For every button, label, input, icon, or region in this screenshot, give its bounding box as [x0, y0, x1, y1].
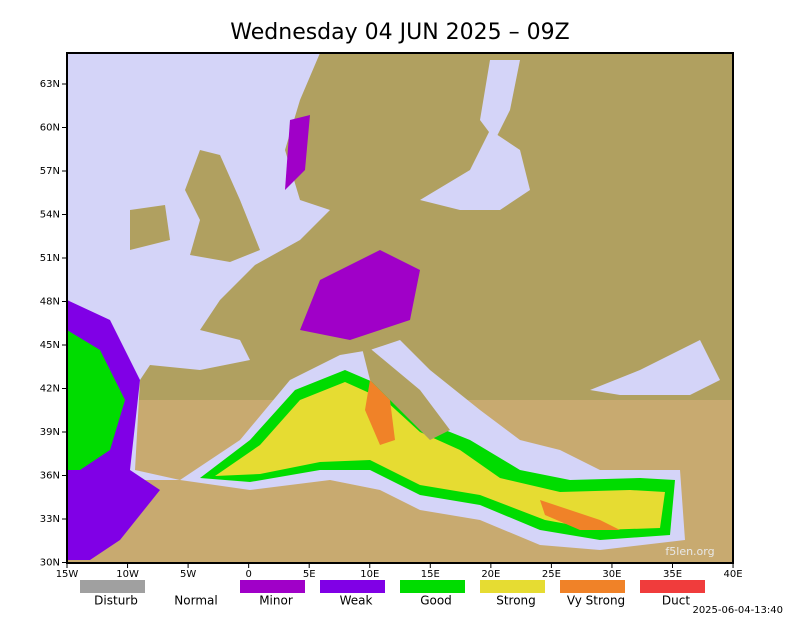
- legend-swatch: [240, 580, 305, 593]
- lon-label: 10E: [360, 569, 379, 580]
- lon-label: 0: [245, 569, 251, 580]
- ireland: [130, 205, 170, 250]
- legend-swatch: [320, 580, 385, 593]
- lat-label: 54N: [40, 210, 60, 221]
- legend-label: Strong: [496, 594, 536, 608]
- lon-label: 40E: [724, 569, 743, 580]
- legend-swatch: [640, 580, 705, 593]
- watermark: f5len.org: [665, 545, 714, 558]
- lon-label: 15E: [421, 569, 440, 580]
- lat-label: 42N: [40, 384, 60, 395]
- black-sea: [590, 340, 720, 395]
- minor-norway: [285, 115, 310, 190]
- bothnia: [480, 60, 520, 140]
- italy: [360, 340, 450, 440]
- lon-label: 35E: [663, 569, 682, 580]
- good-atlantic: [67, 330, 125, 470]
- lat-label: 33N: [40, 514, 60, 525]
- legend-swatch: [160, 580, 225, 593]
- strong-zone: [215, 382, 665, 530]
- legend-swatch: [480, 580, 545, 593]
- legend-swatch: [400, 580, 465, 593]
- lat-label: 60N: [40, 123, 60, 134]
- lon-label: 10W: [116, 569, 139, 580]
- legend-swatch: [80, 580, 145, 593]
- map-frame: [66, 52, 734, 564]
- lon-label: 5W: [180, 569, 196, 580]
- legend-swatch: [560, 580, 625, 593]
- lat-label: 45N: [40, 340, 60, 351]
- legend-label: Minor: [259, 594, 293, 608]
- legend-label: Vy Strong: [567, 594, 625, 608]
- legend-label: Disturb: [94, 594, 138, 608]
- lat-label: 63N: [40, 79, 60, 90]
- lon-label: 5E: [303, 569, 316, 580]
- minor-zone: [300, 250, 420, 340]
- lon-label: 25E: [542, 569, 561, 580]
- legend-label: Weak: [340, 594, 373, 608]
- lat-label: 51N: [40, 253, 60, 264]
- lat-label: 57N: [40, 166, 60, 177]
- lat-label: 36N: [40, 471, 60, 482]
- map: f5len.org: [66, 52, 734, 564]
- lat-label: 30N: [40, 558, 60, 569]
- lat-label: 48N: [40, 297, 60, 308]
- legend-label: Duct: [662, 594, 690, 608]
- lon-label: 30E: [602, 569, 621, 580]
- lon-label: 20E: [481, 569, 500, 580]
- title: Wednesday 04 JUN 2025 – 09Z: [230, 20, 569, 45]
- lon-label: 15W: [56, 569, 79, 580]
- baltic: [420, 130, 530, 210]
- lat-label: 39N: [40, 427, 60, 438]
- legend-label: Good: [420, 594, 452, 608]
- uk: [185, 150, 260, 262]
- legend: Disturb Normal Minor Weak Good Strong Vy Stron…: [80, 580, 705, 608]
- timestamp: 2025-06-04-13:40: [692, 605, 783, 616]
- legend-label: Normal: [174, 594, 217, 608]
